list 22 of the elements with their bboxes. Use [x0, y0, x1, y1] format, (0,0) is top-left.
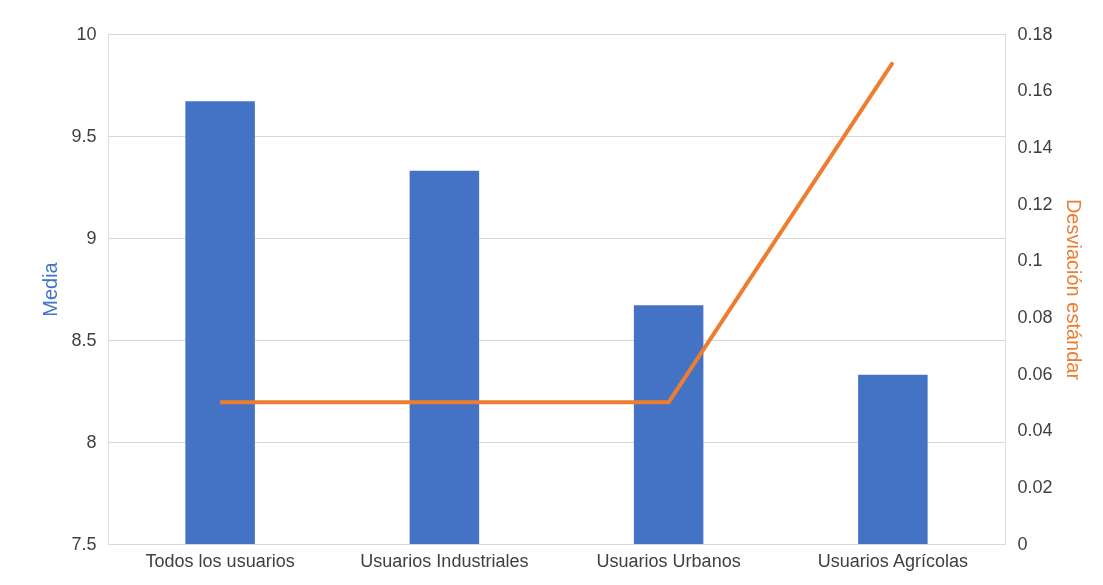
y-axis-title: Media	[39, 261, 62, 317]
x-tick-label: Usuarios Urbanos	[596, 550, 741, 571]
y2-tick-label: 0.16	[1017, 80, 1053, 101]
y-tick-label: 9.5	[71, 125, 97, 146]
y2-tick-label: 0.14	[1017, 136, 1053, 157]
y2-tick-label: 0.04	[1017, 420, 1053, 441]
y2-axis-title: Desviación estándar	[1062, 198, 1085, 381]
y2-tick-label: 0.08	[1017, 306, 1053, 327]
y-tick-label: 9	[86, 227, 97, 248]
y-tick-label: 7.5	[71, 533, 97, 554]
y2-tick-label: 0.1	[1017, 250, 1043, 271]
y2-tick-label: 0.06	[1017, 363, 1053, 384]
y-tick-label: 8	[86, 431, 97, 452]
y-tick-label: 8.5	[71, 329, 97, 350]
y2-tick-label: 0	[1017, 533, 1028, 554]
y2-tick-label: 0.18	[1017, 23, 1053, 44]
x-tick-label: Todos los usuarios	[145, 550, 295, 571]
y2-tick-label: 0.02	[1017, 476, 1053, 497]
y2-tick-label: 0.12	[1017, 193, 1053, 214]
y-tick-label: 10	[76, 23, 97, 44]
x-tick-label: Usuarios Industriales	[360, 550, 529, 571]
x-tick-label: Usuarios Agrícolas	[817, 550, 968, 571]
